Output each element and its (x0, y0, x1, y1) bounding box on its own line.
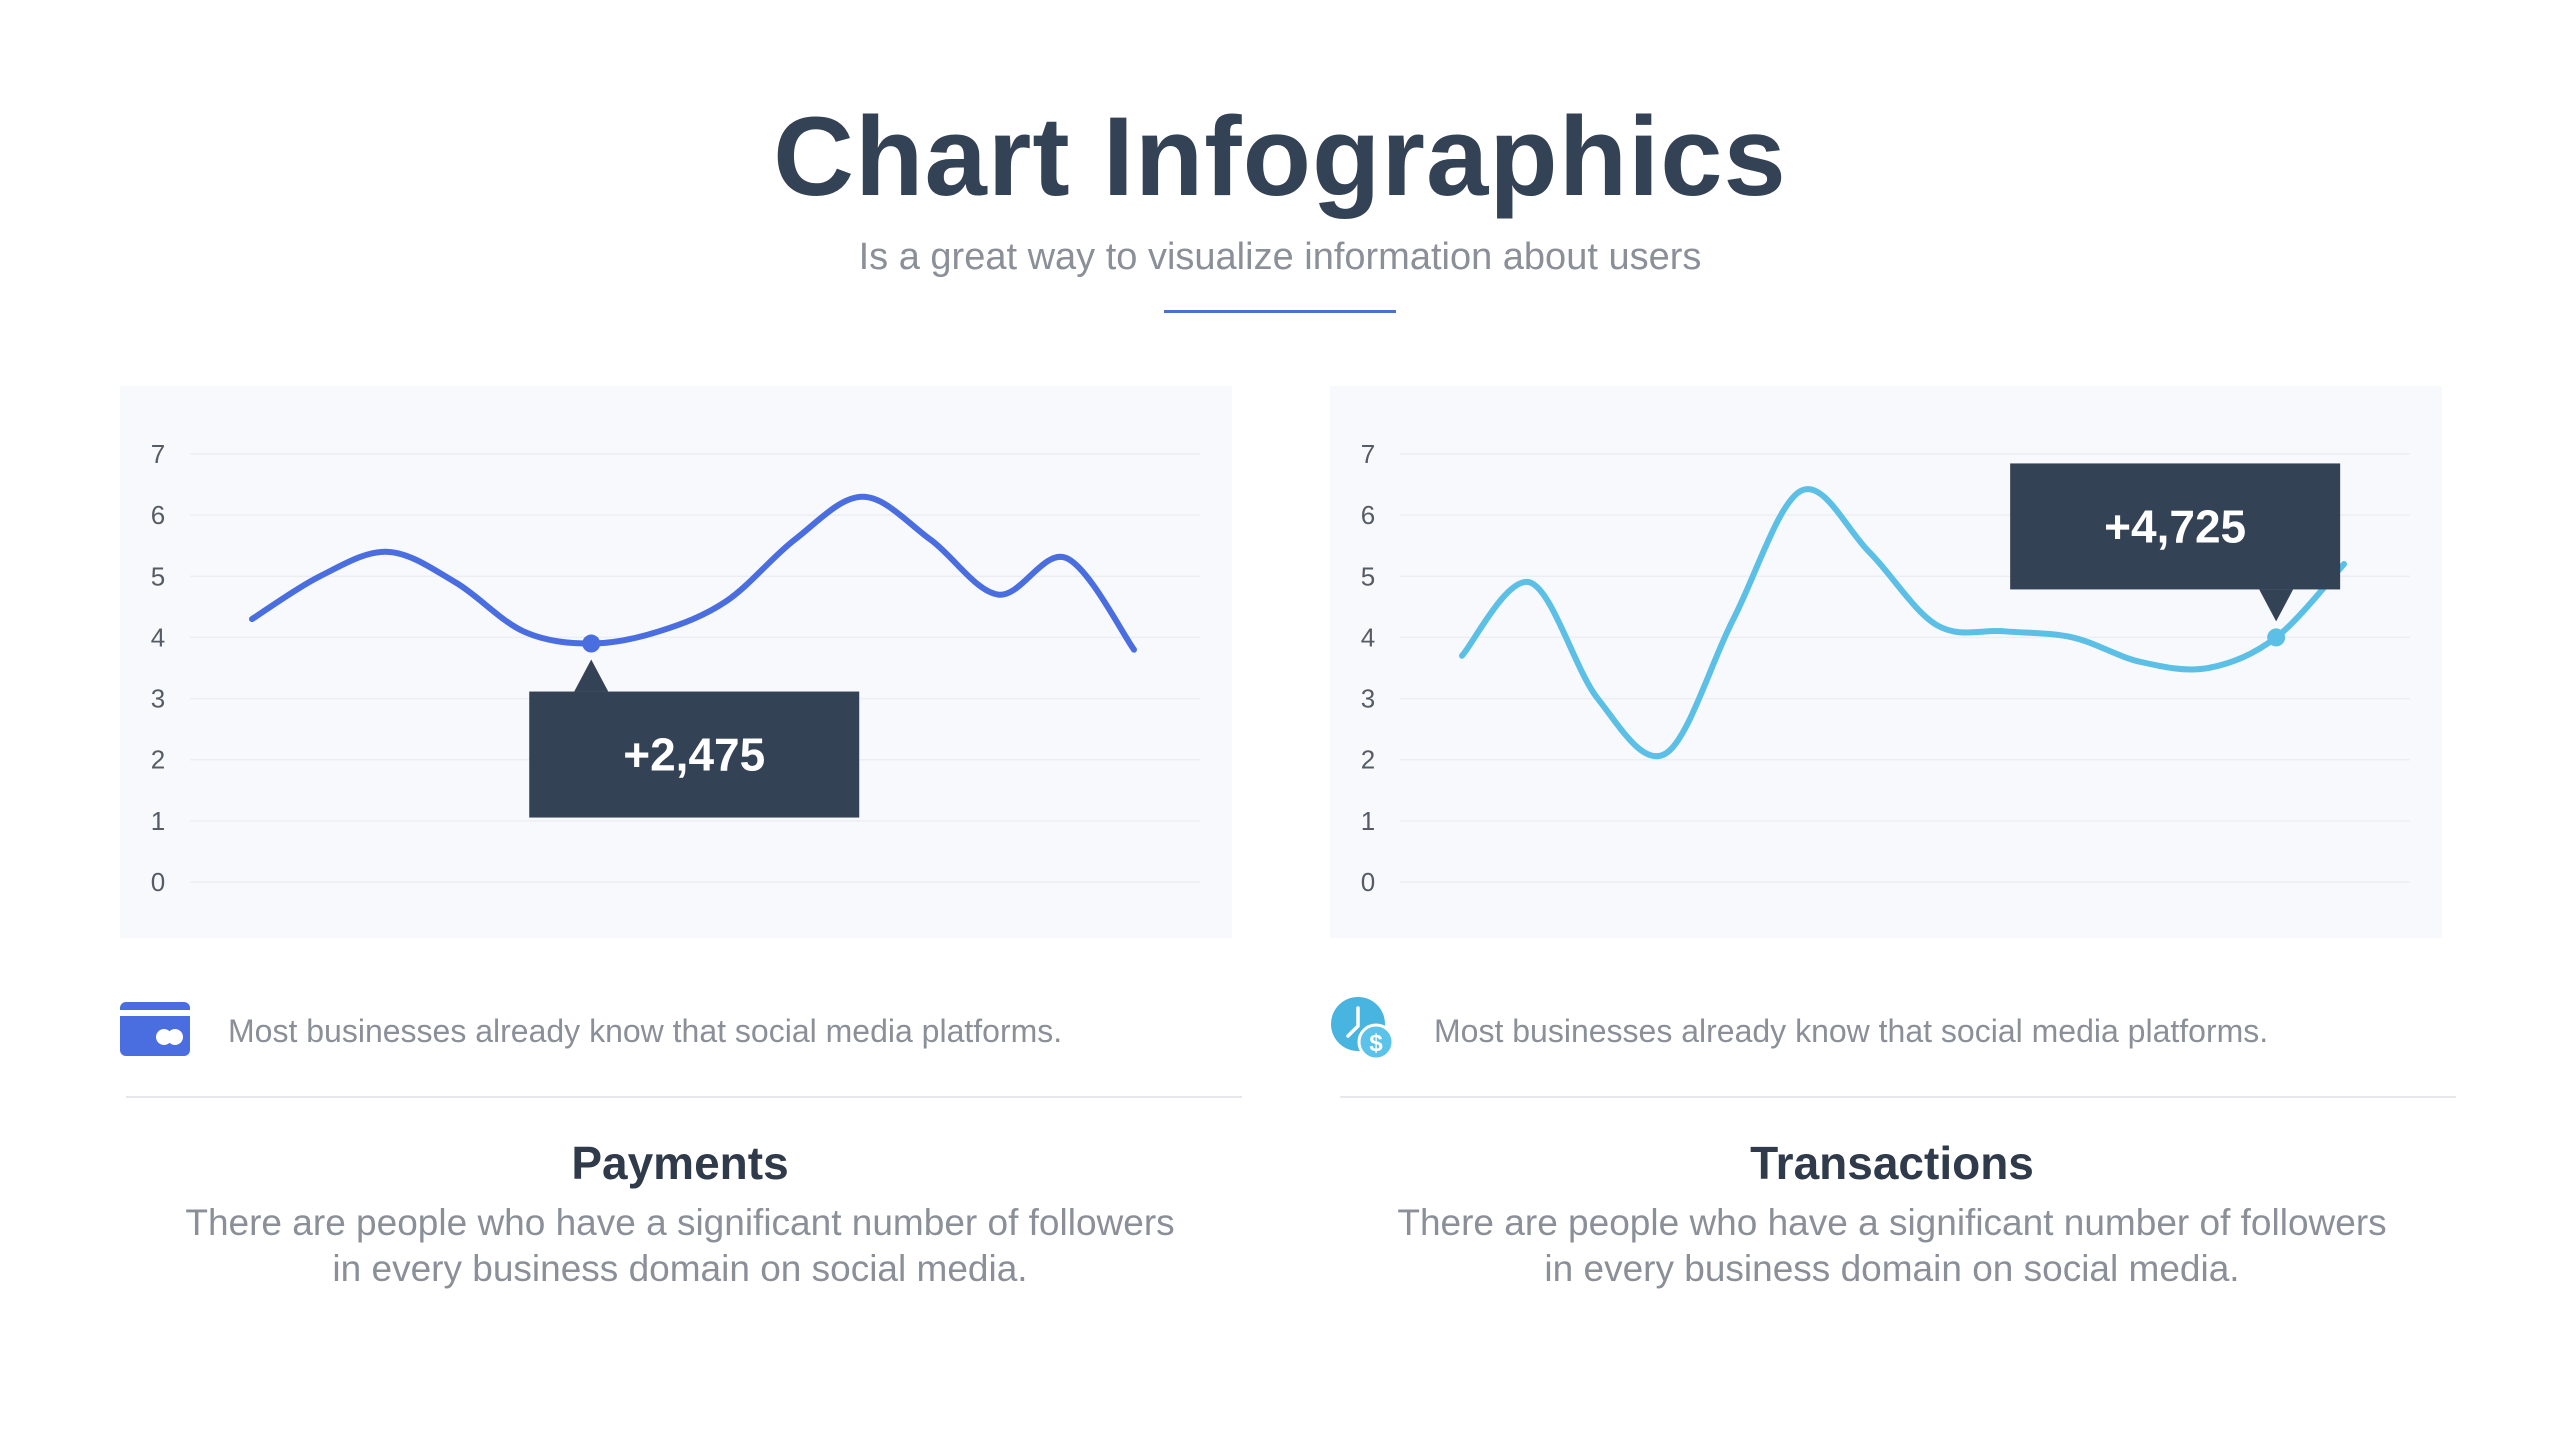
payments-y-tick-label: 5 (151, 561, 165, 591)
transactions-description: There are people who have a significant … (1334, 1200, 2450, 1292)
transactions-series-line (1459, 486, 2347, 759)
payments-y-tick-label: 3 (151, 684, 165, 714)
transactions-y-tick-label: 2 (1361, 745, 1375, 775)
transactions-feature-text: Most businesses already know that social… (1434, 1012, 2269, 1049)
transactions-highlight-point (2267, 628, 2286, 647)
transactions-callout-label: +4,725 (2104, 500, 2246, 552)
transactions-y-tick-label: 1 (1361, 806, 1375, 836)
transactions-callout: +4,725 (2010, 463, 2341, 622)
payments-highlight-point (582, 634, 601, 653)
payments-callout: +2,475 (529, 659, 860, 818)
payments-description-line-2: in every business domain on social media… (332, 1248, 1028, 1289)
payments-callout-box (529, 691, 860, 818)
page-subtitle: Is a great way to visualize information … (858, 236, 1702, 278)
payments-callout-label: +2,475 (623, 729, 765, 781)
page-title: Chart Infographics (773, 94, 1787, 219)
transaction-clock-dollar-icon: $ (1330, 996, 1396, 1067)
transactions-description-line-1: There are people who have a significant … (1397, 1202, 2387, 1243)
payments-callout-pointer (574, 659, 609, 692)
transactions-callout-pointer (2259, 589, 2294, 622)
payments-title: Payments (571, 1137, 789, 1189)
payments-description-line-1: There are people who have a significant … (185, 1202, 1175, 1243)
transactions-chart-panel: 0 1 2 3 4 5 6 7 +4,725 (1330, 386, 2442, 938)
transactions-feature-row: $ Most businesses already know that soci… (1330, 996, 2268, 1066)
payments-divider (126, 1096, 1242, 1098)
transactions-description-line-2: in every business domain on social media… (1544, 1248, 2240, 1289)
transactions-line-chart: 0 1 2 3 4 5 6 7 +4,725 (1361, 439, 2410, 897)
transactions-y-tick-label: 5 (1361, 561, 1375, 591)
payments-y-tick-label: 4 (151, 622, 165, 652)
payments-feature-text: Most businesses already know that social… (228, 1012, 1063, 1049)
transactions-y-tick-label: 3 (1361, 684, 1375, 714)
payments-description: There are people who have a significant … (122, 1200, 1238, 1292)
transactions-callout-box (2010, 463, 2341, 590)
payments-chart-panel: 0 1 2 3 4 5 6 7 +2,475 (120, 386, 1232, 938)
payments-line-chart: 0 1 2 3 4 5 6 7 +2,475 (151, 439, 1200, 897)
payments-y-tick-label: 7 (151, 439, 165, 469)
payments-feature-row: Most businesses already know that social… (120, 996, 1062, 1066)
title-underline (1164, 310, 1396, 313)
transactions-y-tick-label: 4 (1361, 622, 1375, 652)
transactions-divider (1340, 1096, 2456, 1098)
transactions-y-tick-label: 0 (1361, 867, 1375, 897)
payments-y-tick-label: 2 (151, 745, 165, 775)
transactions-y-tick-label: 6 (1361, 500, 1375, 530)
svg-text:$: $ (1369, 1030, 1383, 1057)
transactions-y-tick-label: 7 (1361, 439, 1375, 469)
payments-y-tick-label: 1 (151, 806, 165, 836)
transactions-title: Transactions (1750, 1137, 2034, 1189)
payments-y-tick-label: 0 (151, 867, 165, 897)
payments-series-line (249, 493, 1137, 653)
payments-y-tick-label: 6 (151, 500, 165, 530)
credit-card-icon (120, 1001, 190, 1061)
